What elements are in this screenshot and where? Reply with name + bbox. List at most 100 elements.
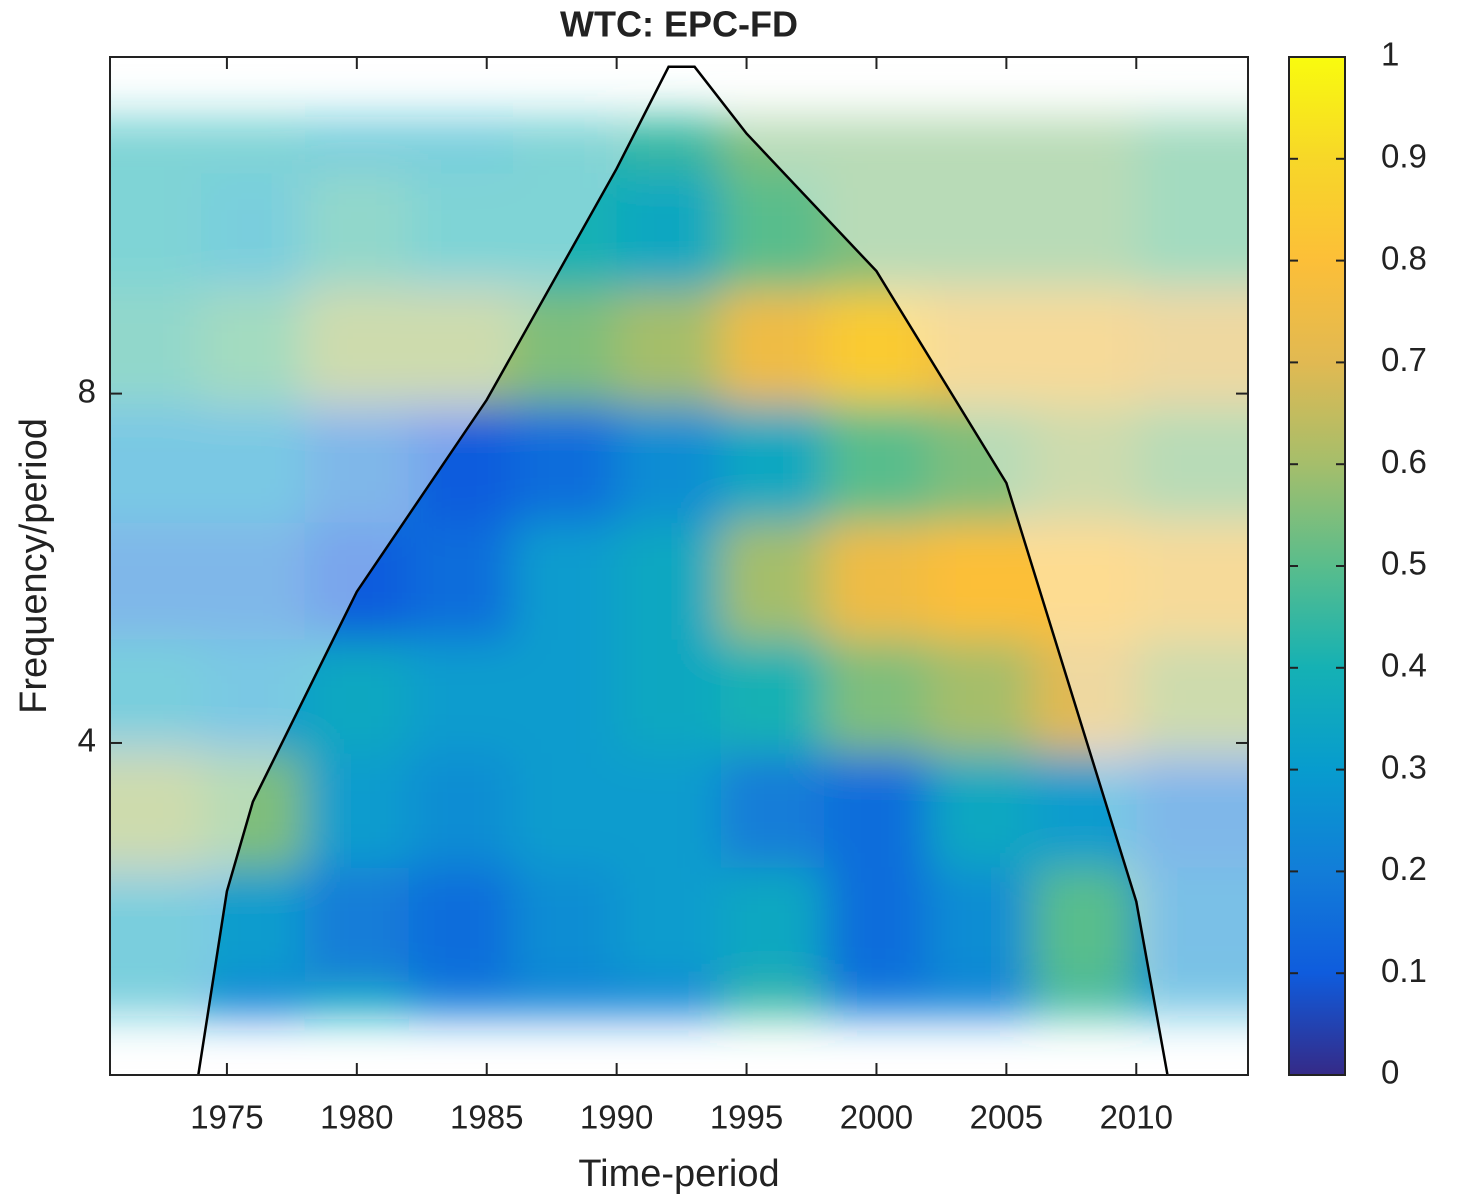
heat-cell xyxy=(200,289,306,405)
heat-cell xyxy=(928,983,1034,1016)
heat-cell xyxy=(1136,289,1248,405)
y-tick-label: 4 xyxy=(78,722,96,759)
heat-cell xyxy=(512,172,618,291)
heat-cell xyxy=(200,866,306,985)
x-tick-label: 2005 xyxy=(970,1099,1043,1136)
x-tick-label: 1995 xyxy=(710,1099,783,1136)
x-tick-label: 2000 xyxy=(840,1099,913,1136)
heat-cell xyxy=(1136,752,1248,868)
heat-cell xyxy=(304,172,410,291)
heat-cell xyxy=(110,866,202,985)
colorbar-tick-label: 0.9 xyxy=(1381,138,1427,175)
heat-cell xyxy=(110,521,202,640)
heat-cell xyxy=(110,638,202,754)
heat-cell xyxy=(928,638,1034,754)
colorbar-tick-label: 0.8 xyxy=(1381,239,1427,276)
heat-cell xyxy=(110,117,202,174)
heat-cell xyxy=(616,172,722,291)
heat-cell xyxy=(720,866,826,985)
heat-cell xyxy=(408,403,514,523)
heat-cell xyxy=(928,866,1034,985)
heat-cell xyxy=(824,983,930,1016)
heat-cell xyxy=(720,752,826,868)
heat-cell xyxy=(720,521,826,640)
heat-cell xyxy=(200,752,306,868)
heat-cell xyxy=(304,289,410,405)
heat-cell xyxy=(408,983,514,1016)
colorbar-tick-label: 0.2 xyxy=(1381,850,1427,887)
colorbar-tick-label: 0 xyxy=(1381,1054,1399,1091)
heat-cell xyxy=(512,289,618,405)
heat-cell xyxy=(512,866,618,985)
heat-cell xyxy=(408,866,514,985)
heat-cell xyxy=(1136,638,1248,754)
heat-cell xyxy=(200,172,306,291)
colorbar-tick-label: 0.7 xyxy=(1381,341,1427,378)
x-tick-label: 1990 xyxy=(580,1099,653,1136)
heat-cell xyxy=(304,983,410,1016)
heat-cell xyxy=(110,403,202,523)
cone-shade xyxy=(110,57,1248,1075)
x-axis-label: Time-period xyxy=(578,1153,779,1195)
heatmap xyxy=(110,57,1248,1075)
colorbar xyxy=(1288,56,1346,1076)
colorbar-tick-label: 0.4 xyxy=(1381,647,1427,684)
heat-cell xyxy=(1136,403,1248,523)
heat-cell xyxy=(408,117,514,174)
heat-cell xyxy=(616,638,722,754)
heat-cell xyxy=(110,172,202,291)
heat-cell xyxy=(110,289,202,405)
heat-cell xyxy=(200,638,306,754)
heat-cell xyxy=(408,752,514,868)
heat-cell xyxy=(616,866,722,985)
cone-of-influence xyxy=(197,65,1169,1075)
heat-cell xyxy=(720,172,826,291)
heat-cell xyxy=(928,752,1034,868)
heat-cell xyxy=(616,521,722,640)
heat-cell xyxy=(110,983,202,1016)
heat-cell xyxy=(200,983,306,1016)
x-tick-label: 1980 xyxy=(320,1099,393,1136)
colorbar-tick-label: 1 xyxy=(1381,36,1399,73)
y-tick-label: 8 xyxy=(78,372,96,409)
heat-cell xyxy=(824,752,930,868)
colorbar-tick-label: 0.6 xyxy=(1381,443,1427,480)
heat-cell xyxy=(616,752,722,868)
heat-cell xyxy=(408,172,514,291)
heat-cell xyxy=(1032,866,1138,985)
heat-cell xyxy=(1136,521,1248,640)
heat-cell xyxy=(408,638,514,754)
heat-cell xyxy=(616,403,722,523)
heat-cell xyxy=(512,521,618,640)
heat-cell xyxy=(1032,289,1138,405)
heat-cell xyxy=(616,117,722,174)
heat-cell xyxy=(200,117,306,174)
heat-cell xyxy=(1032,403,1138,523)
heat-cell xyxy=(1136,117,1248,174)
heat-cell xyxy=(720,638,826,754)
heat-cell xyxy=(1032,983,1138,1016)
heat-cell xyxy=(720,289,826,405)
heat-cell xyxy=(1136,172,1248,291)
heat-cell xyxy=(824,289,930,405)
heat-cell xyxy=(928,521,1034,640)
heat-cell xyxy=(304,403,410,523)
heat-cell xyxy=(200,403,306,523)
heat-cell xyxy=(512,403,618,523)
heat-cell xyxy=(304,117,410,174)
heat-cell xyxy=(824,403,930,523)
heat-cell xyxy=(928,172,1034,291)
heat-cell xyxy=(824,866,930,985)
heat-cell xyxy=(304,638,410,754)
heat-cell xyxy=(304,866,410,985)
heat-cell xyxy=(720,983,826,1016)
heat-cell xyxy=(928,117,1034,174)
chart-title: WTC: EPC-FD xyxy=(560,4,798,45)
heat-cell xyxy=(512,983,618,1016)
y-axis-label: Frequency/period xyxy=(13,418,55,714)
heat-cell xyxy=(304,752,410,868)
colorbar-tick-label: 0.5 xyxy=(1381,545,1427,582)
heat-cell xyxy=(512,752,618,868)
heat-cell xyxy=(824,521,930,640)
heat-cell xyxy=(928,403,1034,523)
